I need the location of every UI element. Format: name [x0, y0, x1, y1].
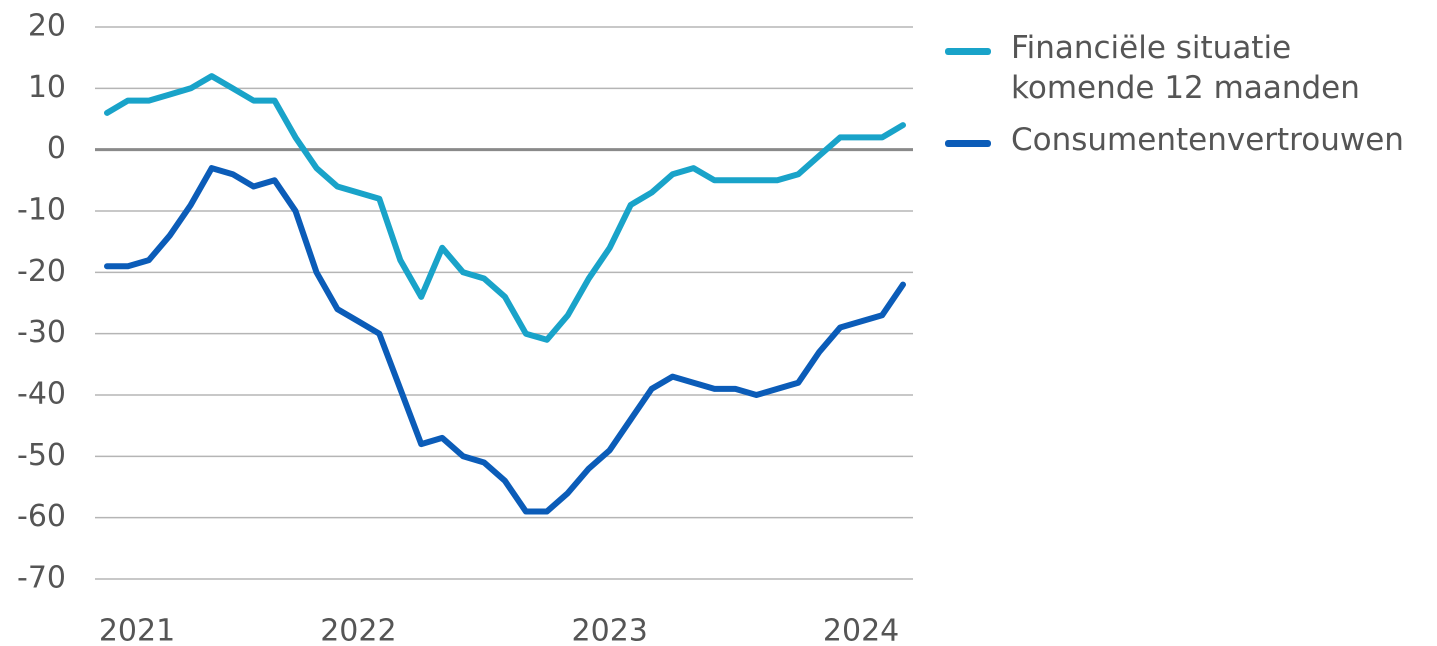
y-tick-label: 10 [28, 70, 66, 105]
legend-swatch [945, 48, 991, 55]
legend: Financiële situatie komende 12 maanden Co… [945, 28, 1404, 172]
legend-item: Consumentenvertrouwen [945, 120, 1437, 160]
x-tick-label: 2022 [320, 614, 396, 646]
legend-swatch [945, 140, 991, 147]
y-tick-label: -40 [17, 377, 66, 412]
y-tick-label: -30 [17, 315, 66, 350]
legend-item: Financiële situatie komende 12 maanden [945, 28, 1371, 108]
x-tick-label: 2024 [823, 614, 899, 646]
y-tick-label: -70 [17, 561, 66, 596]
x-tick-label: 2023 [572, 614, 648, 646]
y-tick-label: -60 [17, 499, 66, 534]
legend-label: Consumentenvertrouwen [1011, 122, 1404, 158]
series-line [104, 165, 906, 515]
x-tick-label: 2021 [99, 614, 175, 646]
legend-label: Financiële situatie komende 12 maanden [1011, 30, 1360, 106]
y-tick-label: 0 [47, 131, 66, 166]
y-tick-label: -50 [17, 438, 66, 473]
y-tick-label: -10 [17, 193, 66, 228]
y-tick-label: 20 [28, 9, 66, 44]
y-tick-label: -20 [17, 254, 66, 289]
series-line [104, 73, 906, 343]
